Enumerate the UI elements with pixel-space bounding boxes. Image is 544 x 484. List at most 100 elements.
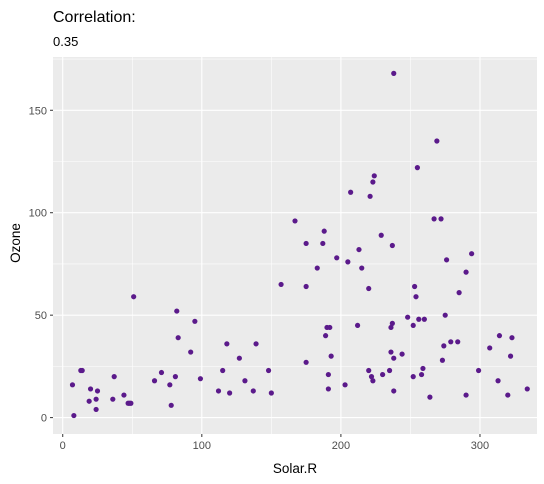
data-point (224, 341, 230, 347)
data-point (524, 386, 530, 392)
data-point (87, 386, 94, 392)
data-point (434, 138, 440, 144)
data-point (378, 232, 384, 238)
chart-subtitle: 0.35 (53, 34, 78, 49)
data-point (427, 394, 433, 400)
data-point (380, 371, 386, 378)
data-point (131, 294, 137, 300)
data-point (410, 374, 416, 380)
data-point (443, 257, 450, 263)
minor-gridlines (53, 57, 537, 434)
data-point (495, 378, 501, 384)
data-point (366, 367, 372, 374)
data-point (439, 357, 446, 363)
data-point (342, 382, 348, 388)
data-point (175, 335, 181, 341)
data-point (172, 374, 178, 380)
y-axis-title: Ozone (8, 223, 23, 263)
data-point (388, 324, 394, 331)
data-point (168, 402, 174, 408)
data-point (386, 367, 393, 374)
data-point (265, 367, 272, 374)
data-point (236, 355, 242, 361)
data-point (356, 246, 362, 253)
data-point (322, 333, 329, 339)
data-point (421, 316, 427, 322)
x-tick-label: 300 (471, 440, 489, 452)
data-point (412, 283, 418, 290)
data-point (334, 255, 340, 261)
data-point (325, 386, 331, 392)
data-point (220, 367, 226, 374)
data-point (366, 285, 372, 292)
data-point (371, 173, 377, 179)
data-points (69, 70, 530, 419)
data-point (469, 251, 475, 257)
y-tick-label: 150 (29, 105, 47, 117)
data-point (418, 371, 425, 378)
data-point (348, 189, 354, 195)
data-point (389, 242, 395, 249)
data-point (391, 388, 397, 394)
data-point (505, 392, 511, 398)
data-point (215, 388, 222, 394)
data-point (370, 179, 376, 185)
y-tick-label: 100 (29, 208, 47, 220)
data-point (94, 388, 101, 394)
data-point (69, 382, 76, 388)
data-point (86, 398, 92, 404)
data-point (111, 374, 117, 380)
data-point (253, 341, 259, 347)
data-point (303, 283, 309, 290)
data-point (188, 349, 194, 355)
data-point (463, 392, 469, 398)
data-point (448, 339, 454, 345)
data-point (328, 353, 334, 359)
data-point (292, 218, 298, 224)
data-point (455, 339, 461, 345)
data-point (391, 70, 397, 76)
data-point (475, 367, 482, 374)
data-point (242, 378, 248, 384)
x-tick-label: 200 (332, 440, 350, 452)
data-point (496, 333, 503, 339)
data-point (431, 216, 437, 222)
data-point (303, 359, 309, 365)
data-point (128, 400, 134, 406)
data-point (345, 259, 351, 265)
data-point (321, 228, 327, 234)
data-point (174, 308, 180, 314)
data-point (320, 240, 326, 247)
data-point (151, 378, 158, 384)
data-point (420, 365, 426, 372)
y-tick-label: 50 (35, 310, 47, 322)
data-point (414, 165, 420, 171)
y-tick-label: 0 (41, 413, 47, 425)
data-point (368, 374, 375, 380)
data-point (370, 378, 376, 384)
x-tick-label: 100 (193, 440, 211, 452)
data-point (167, 382, 173, 388)
data-point (278, 281, 284, 288)
data-point (509, 335, 515, 341)
data-point (416, 316, 422, 322)
data-point (367, 193, 373, 199)
data-point (110, 396, 116, 402)
data-point (121, 392, 127, 398)
data-point (441, 343, 447, 349)
data-point (507, 353, 514, 359)
x-tick-label: 0 (60, 440, 66, 452)
data-point (354, 322, 361, 329)
data-point (327, 324, 333, 331)
data-point (399, 351, 405, 357)
data-point (197, 376, 204, 382)
data-point (413, 294, 419, 300)
data-point (438, 216, 444, 222)
data-point (388, 349, 394, 355)
data-point (250, 388, 256, 394)
data-point (268, 390, 274, 396)
tick-labels: 0 100 200 300 0 50 100 150 (29, 105, 490, 452)
data-point (303, 240, 309, 247)
data-point (192, 318, 198, 324)
